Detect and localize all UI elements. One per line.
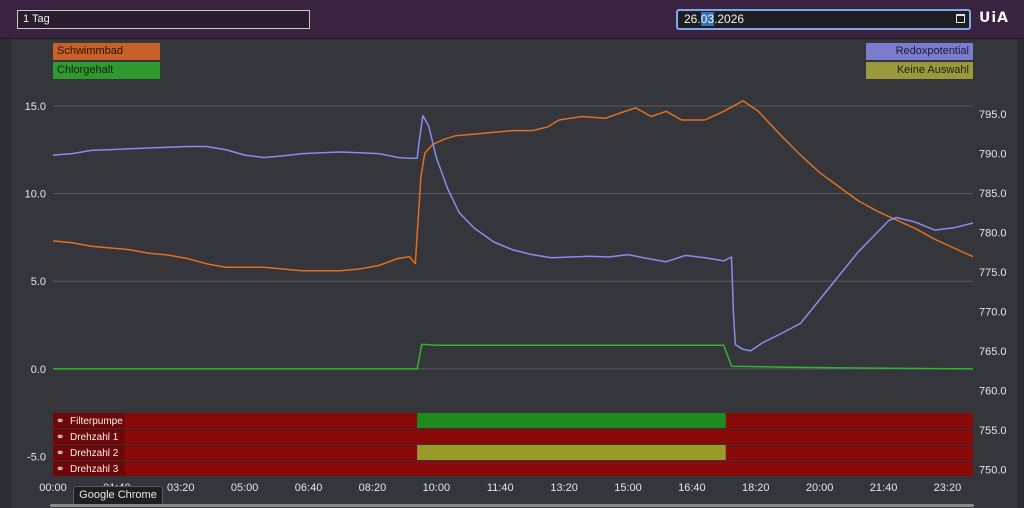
y-right-tick-label: 795.0 bbox=[979, 109, 1007, 121]
date-day-segment[interactable]: 26. bbox=[684, 12, 701, 26]
status-row-label: Drehzahl 2 bbox=[70, 448, 119, 459]
series-line-chlorgehalt bbox=[53, 343, 974, 370]
status-bar-row bbox=[53, 429, 973, 444]
legend-label: Redoxpotential bbox=[895, 45, 969, 57]
y-right-tick-label: 775.0 bbox=[979, 267, 1007, 279]
legend-label: Schwimmbad bbox=[57, 45, 124, 57]
status-row-label: Filterpumpe bbox=[70, 416, 123, 427]
y-left-tick-label: 15.0 bbox=[25, 101, 46, 113]
y-right-tick-label: 750.0 bbox=[979, 464, 1007, 476]
series-line-redoxpotential bbox=[52, 114, 974, 352]
calendar-icon[interactable] bbox=[956, 14, 965, 23]
status-bar-segment bbox=[417, 413, 726, 428]
app-logo: UiA bbox=[979, 10, 1010, 26]
link-icon: ⚭ bbox=[56, 432, 64, 443]
status-label-bg bbox=[53, 413, 125, 428]
status-label-bg bbox=[53, 429, 125, 444]
y-right-tick-label: 780.0 bbox=[979, 227, 1007, 239]
legend-keine-auswahl[interactable]: Keine Auswahl bbox=[866, 62, 973, 79]
x-tick-label: 20:00 bbox=[806, 482, 834, 494]
x-tick-label: 15:00 bbox=[614, 482, 642, 494]
y-right-tick-label: 785.0 bbox=[979, 188, 1007, 200]
date-input[interactable]: 26.03.2026 bbox=[676, 9, 971, 30]
time-range-select[interactable]: 1 Tag bbox=[17, 10, 310, 29]
x-tick-label: 05:00 bbox=[231, 482, 259, 494]
date-month-segment[interactable]: 03 bbox=[700, 12, 715, 26]
x-tick-label: 00:00 bbox=[39, 482, 67, 494]
series-line-schwimmbad bbox=[52, 100, 974, 272]
x-tick-label: 16:40 bbox=[678, 482, 706, 494]
status-row-label: Drehzahl 3 bbox=[70, 464, 119, 475]
status-row-label: Drehzahl 1 bbox=[70, 432, 119, 443]
status-bar-segment bbox=[417, 445, 726, 460]
x-tick-label: 11:40 bbox=[487, 482, 514, 494]
y-left-tick-label: 10.0 bbox=[25, 189, 46, 201]
y-right-tick-label: 755.0 bbox=[979, 425, 1007, 437]
date-year-segment[interactable]: .2026 bbox=[714, 12, 745, 26]
link-icon: ⚭ bbox=[56, 448, 64, 459]
x-tick-label: 18:20 bbox=[742, 482, 770, 494]
x-tick-label: 06:40 bbox=[295, 482, 323, 494]
horizontal-scrollbar[interactable] bbox=[50, 504, 974, 507]
y-left-tick-label: -5.0 bbox=[27, 451, 46, 463]
y-right-tick-label: 770.0 bbox=[979, 306, 1007, 318]
x-tick-label: 13:20 bbox=[550, 482, 578, 494]
tooltip: Google Chrome bbox=[73, 486, 163, 507]
y-left-tick-label: 0.0 bbox=[31, 364, 46, 376]
y-right-tick-label: 760.0 bbox=[979, 385, 1007, 397]
y-right-tick-label: 765.0 bbox=[979, 346, 1007, 358]
link-icon: ⚭ bbox=[56, 464, 64, 475]
x-tick-label: 03:20 bbox=[167, 482, 195, 494]
status-label-bg bbox=[53, 445, 125, 460]
legend-redoxpotential[interactable]: Redoxpotential bbox=[866, 43, 973, 60]
legend-label: Chlorgehalt bbox=[57, 64, 114, 76]
top-toolbar: 1 Tag 26.03.2026 UiA bbox=[0, 0, 1024, 39]
x-tick-label: 21:40 bbox=[870, 482, 898, 494]
x-tick-label: 08:20 bbox=[359, 482, 387, 494]
legend-chlorgehalt[interactable]: Chlorgehalt bbox=[53, 62, 160, 79]
y-left-tick-label: 5.0 bbox=[31, 276, 46, 288]
x-tick-label: 10:00 bbox=[423, 482, 451, 494]
status-bar-row bbox=[53, 461, 973, 476]
legend-label: Keine Auswahl bbox=[896, 64, 969, 76]
y-right-tick-label: 790.0 bbox=[979, 149, 1007, 161]
link-icon: ⚭ bbox=[56, 416, 64, 427]
status-label-bg bbox=[53, 461, 125, 476]
legend-schwimmbad[interactable]: Schwimmbad bbox=[53, 43, 160, 60]
x-tick-label: 23:20 bbox=[934, 482, 962, 494]
